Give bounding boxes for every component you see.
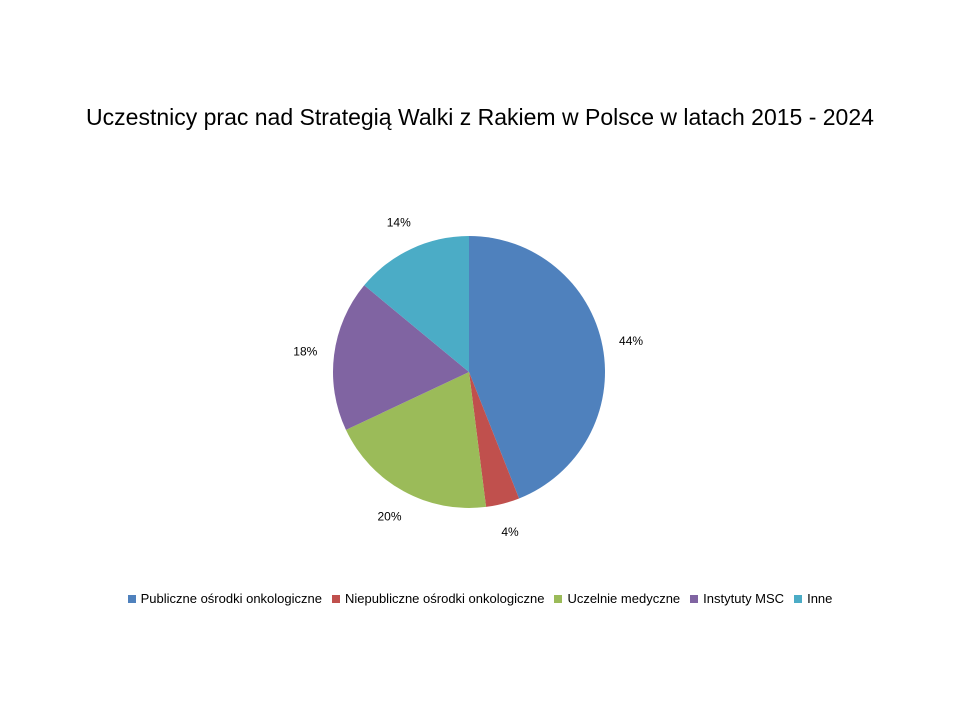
data-label-3: 20%	[377, 510, 401, 524]
legend-item-4: Instytuty MSC	[690, 591, 784, 606]
legend-item-5: Inne	[794, 591, 832, 606]
pie-slice-3	[345, 372, 487, 508]
pie-slice-1	[469, 236, 606, 499]
data-label-2: 4%	[501, 525, 519, 539]
legend-swatch	[554, 594, 563, 603]
legend-label: Uczelnie medyczne	[567, 591, 681, 606]
pie-slice-4	[333, 285, 469, 430]
data-label-1: 44%	[619, 334, 643, 348]
chart-title: Uczestnicy prac nad Strategią Walki z Ra…	[86, 104, 874, 130]
data-label-4: 18%	[293, 344, 317, 358]
legend-label: Instytuty MSC	[703, 591, 785, 606]
legend-label: Publiczne ośrodki onkologiczne	[140, 591, 322, 606]
legend-label: Niepubliczne ośrodki onkologiczne	[344, 591, 545, 606]
legend-swatch	[127, 594, 136, 603]
legend-item-1: Publiczne ośrodki onkologiczne	[127, 591, 322, 606]
legend: Publiczne ośrodki onkologiczne Niepublicz…	[0, 591, 960, 606]
legend-item-3: Uczelnie medyczne	[554, 591, 680, 606]
pie-slice-5	[364, 236, 469, 372]
legend-swatch	[794, 594, 803, 603]
legend-item-2: Niepubliczne ośrodki onkologiczne	[331, 591, 545, 606]
pie-slice-2	[469, 372, 520, 507]
legend-swatch	[690, 594, 699, 603]
legend-label: Inne	[807, 591, 833, 606]
data-label-5: 14%	[387, 216, 411, 230]
legend-swatch	[331, 594, 340, 603]
